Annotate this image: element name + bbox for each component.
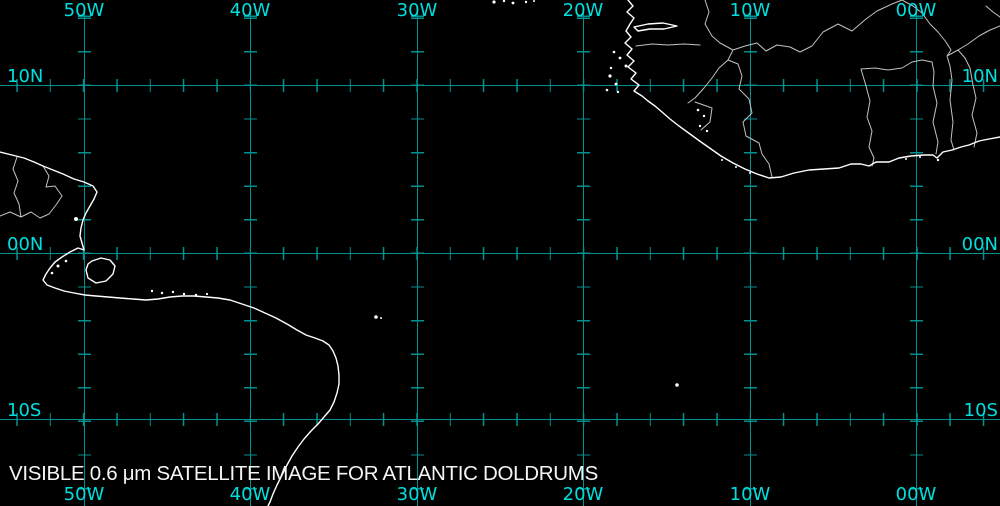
lat-label-left-00N: 00N [7, 234, 44, 255]
parallel-line-10N [0, 84, 1000, 86]
island-speck [936, 158, 940, 162]
island-speck [160, 291, 164, 295]
island-speck [608, 74, 612, 78]
island-speck [205, 292, 209, 296]
island-speck [533, 0, 535, 2]
west-africa-coastline [624, 0, 1000, 179]
island-speck [624, 64, 628, 68]
lon-label-top-10W: 10W [729, 0, 771, 21]
island-speck [612, 50, 616, 54]
island-speck [492, 0, 496, 4]
lon-label-bottom-20W: 20W [562, 484, 604, 505]
island-speck [64, 259, 68, 263]
lon-label-bottom-00W: 00W [895, 484, 937, 505]
gambia-outline [633, 22, 678, 32]
lon-label-top-50W: 50W [63, 0, 105, 21]
island-speck [618, 56, 622, 60]
island-speck [749, 172, 751, 174]
island-speck [511, 1, 515, 5]
lat-label-left-10N: 10N [7, 66, 44, 87]
image-caption: VISIBLE 0.6 μm SATELLITE IMAGE FOR ATLAN… [9, 421, 598, 506]
lat-label-right-00N: 00N [961, 234, 998, 255]
island-speck [696, 108, 700, 112]
lon-label-top-30W: 30W [396, 0, 438, 21]
parallel-line-10S [0, 418, 1000, 420]
island-speck [735, 166, 737, 168]
marajo-island-outline [85, 257, 116, 284]
island-speck [502, 0, 506, 3]
island-speck [56, 264, 60, 268]
lat-label-right-10N: 10N [961, 66, 998, 87]
island-speck [705, 129, 709, 133]
island-speck [605, 88, 609, 92]
lon-label-bottom-30W: 30W [396, 484, 438, 505]
island-speck [702, 114, 706, 118]
island-speck [380, 317, 382, 319]
island-speck [74, 217, 78, 221]
island-speck [721, 159, 723, 161]
island-speck [905, 158, 907, 160]
parallel-line-00N [0, 252, 1000, 254]
islands-layer [50, 0, 940, 387]
caption-title: VISIBLE 0.6 μm SATELLITE IMAGE FOR ATLAN… [9, 462, 598, 485]
lat-label-left-10S: 10S [7, 400, 42, 421]
island-speck [524, 0, 528, 4]
lon-label-top-20W: 20W [562, 0, 604, 21]
island-speck [698, 124, 702, 128]
lon-label-bottom-10W: 10W [729, 484, 771, 505]
island-speck [182, 292, 186, 296]
island-speck [919, 156, 921, 158]
island-speck [675, 383, 679, 387]
south-america-coastline [0, 151, 340, 506]
lon-label-top-00W: 00W [895, 0, 937, 21]
island-speck [171, 290, 175, 294]
south-america-borders [0, 156, 63, 219]
island-speck [150, 289, 154, 293]
island-speck [616, 90, 620, 94]
island-speck [609, 66, 613, 70]
island-speck [374, 315, 378, 319]
lon-label-top-40W: 40W [229, 0, 271, 21]
lon-label-bottom-40W: 40W [229, 484, 271, 505]
lon-label-bottom-50W: 50W [63, 484, 105, 505]
island-speck [194, 293, 198, 297]
lat-label-right-10S: 10S [963, 400, 998, 421]
west-africa-borders [635, 0, 1000, 178]
island-speck [614, 82, 618, 86]
island-speck [50, 271, 54, 275]
